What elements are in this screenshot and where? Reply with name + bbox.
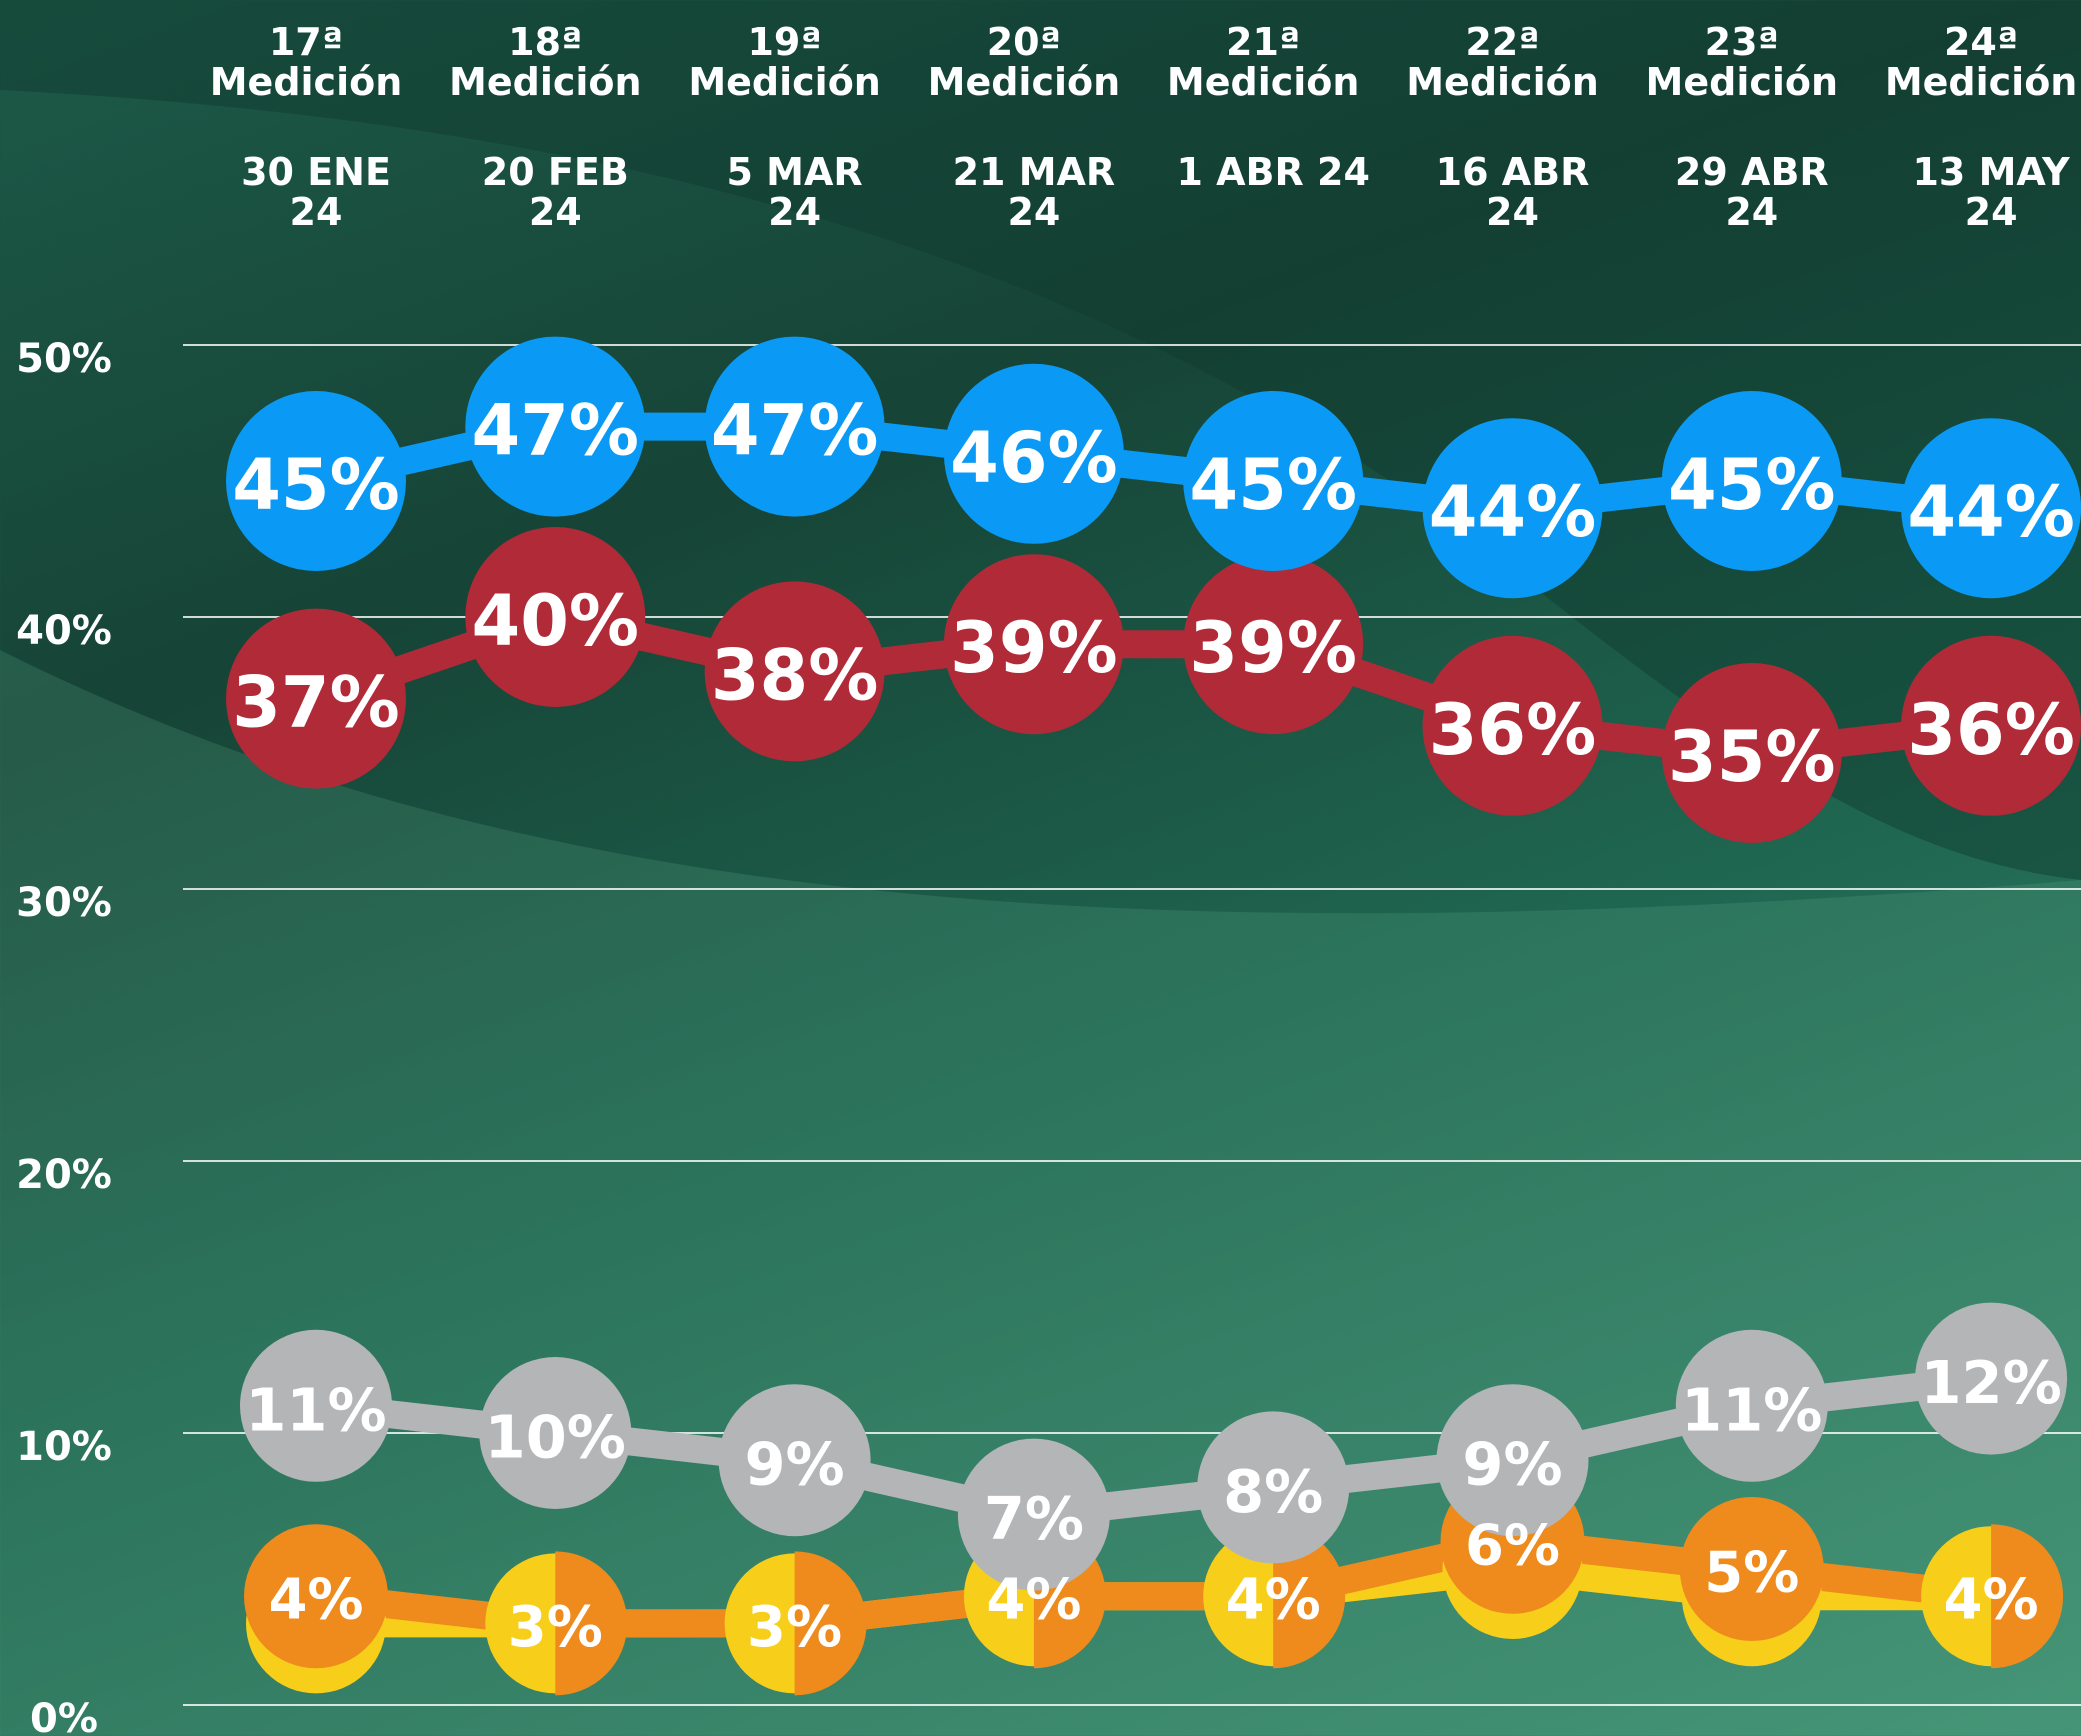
x-date-label: 1 ABR 24 — [1176, 150, 1370, 194]
background-shape — [0, 0, 2081, 880]
data-label: 3% — [508, 1595, 603, 1660]
y-tick-label: 20% — [16, 1152, 112, 1198]
x-date-label: 30 ENE 24 — [241, 150, 391, 234]
x-date-label: 5 MAR 24 — [726, 150, 863, 234]
marker — [244, 1524, 388, 1669]
data-label: 35% — [1668, 716, 1836, 798]
x-category-label: 24ª Medición — [1884, 20, 2078, 104]
data-label: 3% — [747, 1595, 842, 1660]
marker — [1901, 418, 2081, 599]
marker — [1183, 554, 1364, 735]
marker — [226, 608, 406, 789]
x-date-label: 20 FEB 24 — [481, 150, 629, 234]
x-date-label: 16 ABR 24 — [1435, 150, 1590, 234]
marker-half — [1991, 1524, 2064, 1669]
data-label: 37% — [232, 662, 400, 744]
marker — [226, 391, 406, 571]
data-label: 6% — [1465, 1513, 1560, 1578]
marker — [1915, 1302, 2068, 1455]
marker — [704, 336, 885, 517]
data-label: 38% — [711, 634, 879, 716]
marker — [1183, 391, 1364, 571]
marker-half — [555, 1551, 628, 1696]
y-tick-label: 10% — [16, 1424, 112, 1470]
data-label: 40% — [472, 580, 640, 662]
marker — [957, 1438, 1110, 1591]
data-label: 39% — [1189, 607, 1357, 689]
y-tick-label: 40% — [16, 608, 112, 654]
data-label: 9% — [1462, 1430, 1562, 1499]
marker — [1679, 1497, 1824, 1641]
x-category-label: 17ª Medición — [209, 20, 403, 104]
marker — [1436, 1384, 1589, 1537]
marker — [943, 554, 1124, 735]
marker — [465, 336, 646, 517]
x-date-label: 21 MAR 24 — [952, 150, 1116, 234]
x-category-label: 20ª Medición — [927, 20, 1121, 104]
data-label: 47% — [711, 390, 879, 472]
marker — [943, 363, 1124, 544]
data-label: 36% — [1429, 689, 1597, 771]
marker — [704, 581, 885, 762]
data-label: 45% — [232, 444, 400, 526]
data-label: 11% — [245, 1375, 386, 1444]
data-label: 4% — [986, 1568, 1081, 1633]
x-category-label: 23ª Medición — [1645, 20, 1839, 104]
marker-half — [794, 1551, 867, 1696]
data-label: 8% — [1223, 1457, 1323, 1526]
marker — [465, 527, 646, 707]
x-category-label: 19ª Medición — [688, 20, 881, 104]
data-label: 9% — [745, 1430, 845, 1499]
data-label: 4% — [1944, 1568, 2039, 1633]
x-date-label: 13 MAY 24 — [1912, 150, 2070, 234]
x-category-label: 21ª Medición — [1166, 20, 1360, 104]
data-label: 39% — [950, 607, 1118, 689]
marker — [1675, 1329, 1828, 1482]
data-label: 45% — [1668, 444, 1836, 526]
data-label: 36% — [1907, 689, 2075, 771]
marker — [1661, 391, 1842, 571]
data-label: 12% — [1920, 1348, 2061, 1417]
marker — [240, 1329, 392, 1482]
marker — [1661, 663, 1842, 843]
marker — [1422, 418, 1603, 599]
marker — [718, 1384, 871, 1537]
x-date-label: 29 ABR 24 — [1674, 150, 1829, 234]
data-label: 46% — [950, 417, 1118, 499]
data-label: 10% — [485, 1403, 626, 1472]
y-tick-label: 50% — [16, 336, 112, 382]
x-category-label: 22ª Medición — [1406, 20, 1599, 104]
data-label: 44% — [1429, 471, 1597, 553]
data-label: 4% — [268, 1568, 363, 1633]
x-category-label: 18ª Medición — [449, 20, 642, 104]
data-label: 44% — [1907, 471, 2075, 553]
marker — [479, 1357, 632, 1509]
data-label: 7% — [984, 1484, 1084, 1553]
data-label: 11% — [1681, 1375, 1822, 1444]
data-label: 5% — [1704, 1541, 1799, 1606]
marker — [1197, 1411, 1350, 1564]
y-tick-label: 0% — [30, 1696, 98, 1736]
marker — [1422, 635, 1603, 816]
marker — [1901, 635, 2081, 816]
data-label: 4% — [1226, 1568, 1321, 1633]
y-tick-label: 30% — [16, 880, 112, 926]
data-label: 47% — [472, 390, 640, 472]
data-label: 45% — [1189, 444, 1357, 526]
